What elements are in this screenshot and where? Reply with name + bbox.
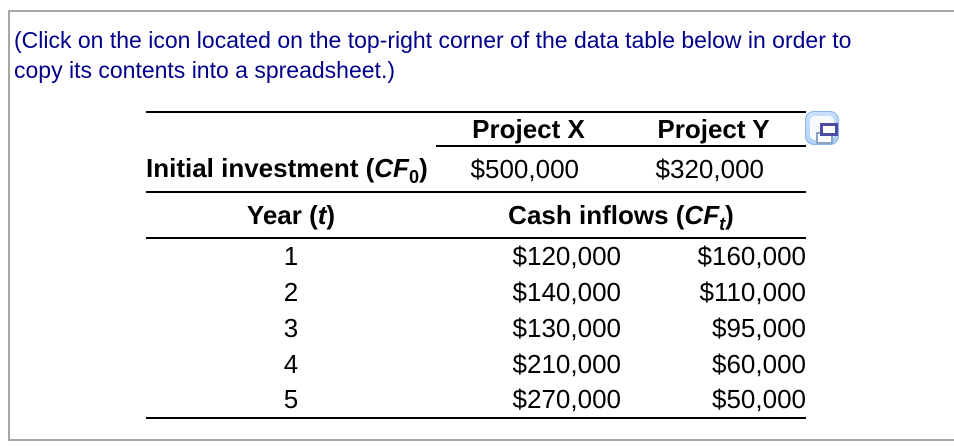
project-y-cash-inflow: $95,000	[712, 312, 806, 343]
copy-table-icon	[810, 116, 838, 144]
project-x-cash-inflow: $120,000	[436, 237, 621, 274]
data-table-container: Project X Project Y Initial investment (…	[146, 111, 806, 419]
initial-investment-project-y: $320,000	[655, 153, 764, 184]
empty-header-cell	[146, 111, 436, 146]
project-x-cash-inflow: $210,000	[512, 348, 621, 379]
initial-investment-project-x: $500,000	[470, 153, 579, 184]
project-x-cash-inflow: $140,000	[512, 276, 621, 307]
cash-inflows-header-var: CF	[684, 199, 720, 230]
year-header-text: Year (	[246, 199, 318, 230]
project-y-cash-inflow: $50,000	[621, 382, 806, 419]
question-panel: (Click on the icon located on the top-ri…	[8, 10, 954, 441]
instruction-line-1: (Click on the icon located on the top-ri…	[14, 27, 852, 53]
col-header-project-x: Project X	[436, 111, 621, 147]
year-value: 4	[283, 348, 299, 379]
year-column-header: Year (t)	[146, 191, 436, 238]
year-header-var: t	[317, 199, 327, 230]
year-value: 2	[283, 276, 299, 307]
project-y-cash-inflow: $110,000	[699, 276, 806, 307]
copy-table-button[interactable]	[805, 111, 839, 145]
initial-investment-label-var: CF	[374, 153, 409, 183]
year-value: 5	[146, 382, 436, 419]
project-y-cash-inflow: $160,000	[621, 237, 806, 274]
cash-inflows-header-close: )	[725, 199, 734, 230]
year-header-close: )	[326, 199, 336, 230]
year-value: 3	[283, 312, 299, 343]
initial-investment-label-close: )	[419, 153, 428, 183]
cash-flow-table: Project X Project Y Initial investment (…	[146, 111, 806, 419]
copy-icon-front-rectangle	[820, 123, 838, 136]
col-header-project-y: Project Y	[621, 111, 806, 147]
initial-investment-label-text: Initial investment (	[146, 153, 375, 183]
cash-inflows-header-subscript: t	[719, 213, 726, 234]
cash-inflows-header: Cash inflows (CFt)	[436, 191, 806, 238]
instruction-text: (Click on the icon located on the top-ri…	[14, 25, 851, 85]
initial-investment-label-subscript: 0	[408, 167, 420, 188]
project-x-cash-inflow: $130,000	[512, 312, 621, 343]
instruction-line-2: copy its contents into a spreadsheet.)	[14, 57, 395, 83]
project-y-cash-inflow: $60,000	[712, 348, 806, 379]
cash-inflows-header-text: Cash inflows (	[508, 199, 685, 230]
row-label-initial-investment: Initial investment (CF0)	[146, 146, 436, 192]
project-x-cash-inflow: $270,000	[436, 382, 621, 419]
year-value: 1	[146, 237, 436, 274]
